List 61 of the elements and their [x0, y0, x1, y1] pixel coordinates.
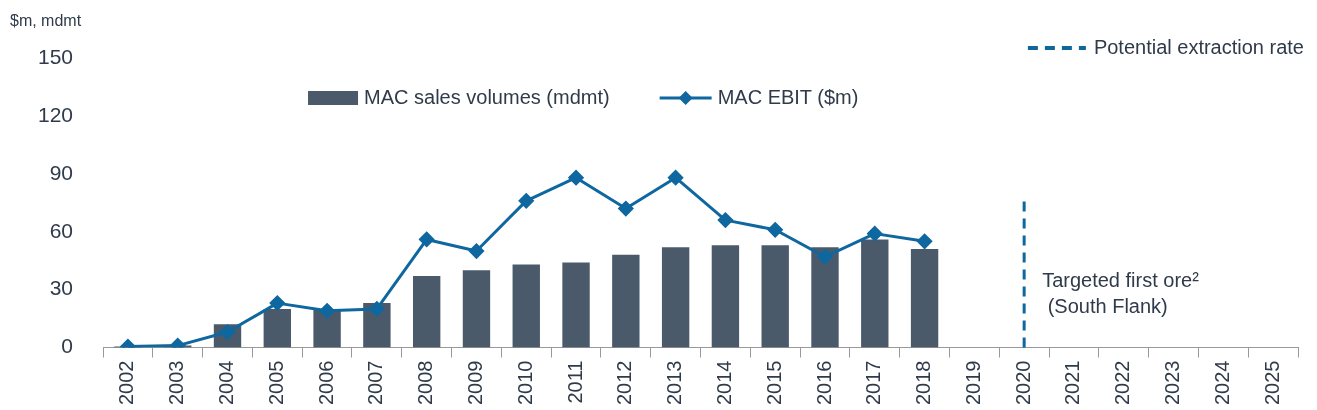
- bar: [711, 245, 740, 348]
- point: [468, 243, 484, 259]
- y-tick-label: 30: [49, 276, 74, 300]
- x-tick-label: 2005: [264, 360, 287, 406]
- point: [767, 222, 783, 238]
- x-tick-label: 2006: [314, 360, 337, 406]
- x-tick-label: 2023: [1161, 360, 1184, 406]
- x-tick-label: 2008: [414, 360, 437, 406]
- x-tick-label: 2010: [513, 360, 536, 406]
- point: [917, 233, 933, 249]
- y-axis-title: $m, mdmt: [10, 12, 82, 30]
- x-tick-label: 2024: [1210, 360, 1233, 406]
- x-tick-label: 2003: [165, 360, 188, 406]
- bar: [612, 254, 640, 348]
- bar: [811, 247, 839, 348]
- point: [269, 295, 285, 311]
- x-tick-label: 2011: [563, 360, 586, 404]
- point: [369, 301, 385, 317]
- x-tick-label: 2019: [961, 360, 984, 406]
- point: [618, 201, 634, 217]
- bar: [263, 308, 291, 348]
- x-tick-label: 2025: [1260, 360, 1283, 406]
- point: [668, 170, 684, 186]
- bar: [512, 264, 540, 348]
- x-tick-label: 2012: [613, 360, 636, 406]
- x-tick-label: 2015: [762, 360, 785, 406]
- x-tick-label: 2013: [663, 360, 686, 406]
- x-tick-label: 2020: [1011, 360, 1034, 406]
- point: [568, 170, 584, 186]
- x-tick-label: 2022: [1111, 360, 1134, 406]
- x-tick-label: 2009: [463, 360, 486, 406]
- legend-label: MAC EBIT ($m): [717, 85, 859, 108]
- x-tick-label: 2021: [1061, 360, 1084, 406]
- x-tick-label: 2017: [862, 360, 885, 406]
- x-tick-label: 2002: [115, 360, 138, 406]
- legend-label: MAC sales volumes (mdmt): [364, 85, 610, 108]
- bar: [761, 245, 789, 348]
- y-tick-label: 0: [61, 334, 74, 358]
- point: [867, 226, 883, 242]
- bar: [562, 262, 590, 348]
- point: [419, 231, 435, 247]
- x-tick-label: 2016: [812, 360, 835, 406]
- point: [817, 249, 833, 265]
- legend-label: Potential extraction rate: [1093, 35, 1304, 58]
- bar: [661, 247, 690, 348]
- bar: [412, 276, 441, 348]
- y-tick-label: 90: [49, 160, 74, 184]
- y-tick-label: 60: [49, 218, 74, 242]
- x-tick-label: 2004: [215, 360, 238, 406]
- bar: [861, 239, 889, 348]
- bar: [462, 270, 491, 348]
- ref-line-label: Targeted first ore² (South Flank): [1042, 268, 1200, 317]
- bar: [910, 249, 939, 348]
- y-tick-label: 120: [37, 102, 74, 126]
- point: [518, 193, 534, 209]
- point: [717, 212, 733, 228]
- x-tick-label: 2007: [364, 360, 387, 406]
- x-tick-label: 2018: [912, 360, 935, 406]
- y-tick-label: 150: [37, 44, 74, 68]
- x-tick-label: 2014: [712, 360, 735, 406]
- point: [319, 303, 335, 319]
